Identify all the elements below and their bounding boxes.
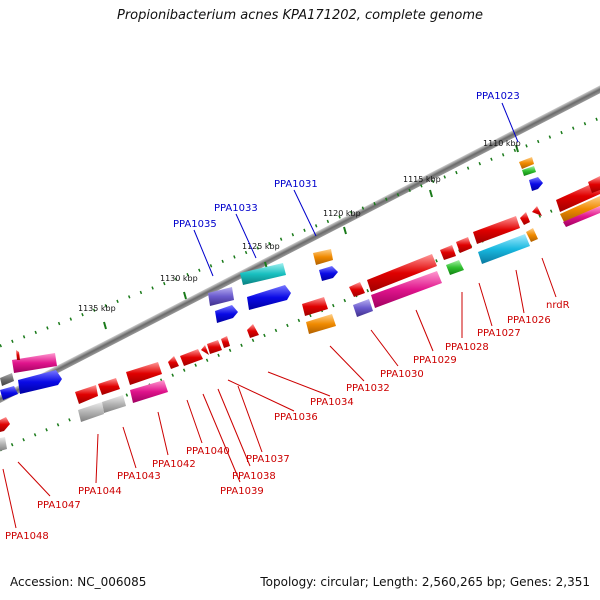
gene-label: PPA1038 — [232, 471, 276, 482]
gene-arrow — [240, 263, 286, 285]
gene-label: PPA1036 — [274, 412, 318, 423]
gene-arrow — [0, 373, 14, 386]
gene-arrow — [247, 324, 259, 338]
gene-arrow — [313, 249, 333, 265]
gene-label: PPA1042 — [152, 459, 196, 470]
gene-arrow — [367, 254, 437, 292]
gene-arrow — [456, 237, 472, 253]
leader-lines-top — [193, 102, 519, 277]
gene-arrow — [207, 340, 222, 354]
scale-label: 1115 kbp — [403, 175, 441, 184]
gene-label: PPA1031 — [274, 179, 318, 190]
gene-label: PPA1023 — [476, 91, 520, 102]
gene-arrow — [588, 176, 600, 193]
gene-arrow — [319, 266, 338, 281]
gene-arrow — [180, 349, 203, 366]
scale-label: 1120 kbp — [323, 209, 361, 218]
gene-arrow — [130, 380, 168, 403]
gene-label: PPA1029 — [413, 355, 457, 366]
gene-arrow — [353, 299, 373, 317]
gene-arrow — [208, 287, 234, 306]
gene-label: PPA1030 — [380, 369, 424, 380]
gene-arrow — [440, 245, 456, 260]
gene-arrow — [560, 196, 600, 222]
gene-label: PPA1027 — [477, 328, 521, 339]
gene-label: PPA1033 — [214, 203, 258, 214]
gene-arrow — [16, 350, 20, 360]
gene-label: PPA1035 — [173, 219, 217, 230]
leader-lines-bottom — [2, 257, 557, 529]
gene-arrow — [215, 305, 238, 323]
gene-arrow — [371, 271, 442, 308]
gene-arrow — [520, 212, 530, 225]
gene-arrow — [0, 417, 10, 432]
gene-arrow — [168, 356, 179, 369]
gene-arrow — [0, 437, 7, 451]
scale-label: 1125 kbp — [242, 242, 280, 251]
gene-label: PPA1048 — [5, 531, 49, 542]
gene-arrow — [446, 260, 464, 275]
gene-arrow — [478, 234, 530, 264]
accession-text: Accession: NC_006085 — [10, 575, 147, 589]
genome-summary-text: Topology: circular; Length: 2,560,265 bp… — [260, 575, 590, 589]
gene-arrow — [98, 378, 120, 395]
gene-arrow — [247, 285, 291, 310]
gene-arrow — [306, 314, 336, 334]
gene-arrow — [302, 297, 328, 316]
gene-arrow — [75, 385, 98, 404]
gene-arrow — [519, 157, 534, 169]
gene-label: PPA1047 — [37, 500, 81, 511]
gene-arrow — [563, 206, 600, 227]
gene-arrow — [126, 362, 162, 385]
gene-label: PPA1044 — [78, 486, 122, 497]
genome-backbone — [0, 74, 600, 412]
gene-arrow — [522, 166, 536, 176]
gene-label: PPA1034 — [310, 397, 354, 408]
gene-arrow — [526, 228, 538, 242]
gene-arrow — [349, 282, 365, 297]
gene-arrow — [473, 216, 520, 244]
gene-features-reverse — [0, 176, 600, 451]
gene-label: PPA1039 — [220, 486, 264, 497]
gene-arrow — [102, 395, 126, 413]
gene-label: PPA1043 — [117, 471, 161, 482]
scale-label: 1135 kbp — [78, 304, 116, 313]
gene-arrow — [556, 180, 600, 212]
gene-arrow — [221, 336, 230, 348]
gene-label: PPA1032 — [346, 383, 390, 394]
gene-label: PPA1028 — [445, 342, 489, 353]
gene-arrow — [532, 206, 542, 216]
gene-label: PPA1040 — [186, 446, 230, 457]
gene-arrow — [529, 177, 543, 191]
gene-arrow — [0, 386, 18, 400]
map-title: Propionibacterium acnes KPA171202, compl… — [117, 8, 483, 23]
scale-label: 1130 kbp — [160, 274, 198, 283]
gene-label: nrdR — [546, 300, 570, 311]
gene-label: PPA1026 — [507, 315, 551, 326]
gene-arrow — [201, 345, 209, 355]
gene-arrow — [78, 402, 104, 422]
gene-label: PPA1037 — [246, 454, 290, 465]
gene-arrow — [18, 370, 62, 394]
scale-label: 1110 kbp — [483, 139, 521, 148]
gene-arrow — [12, 353, 57, 373]
gene-features-forward — [0, 157, 543, 400]
